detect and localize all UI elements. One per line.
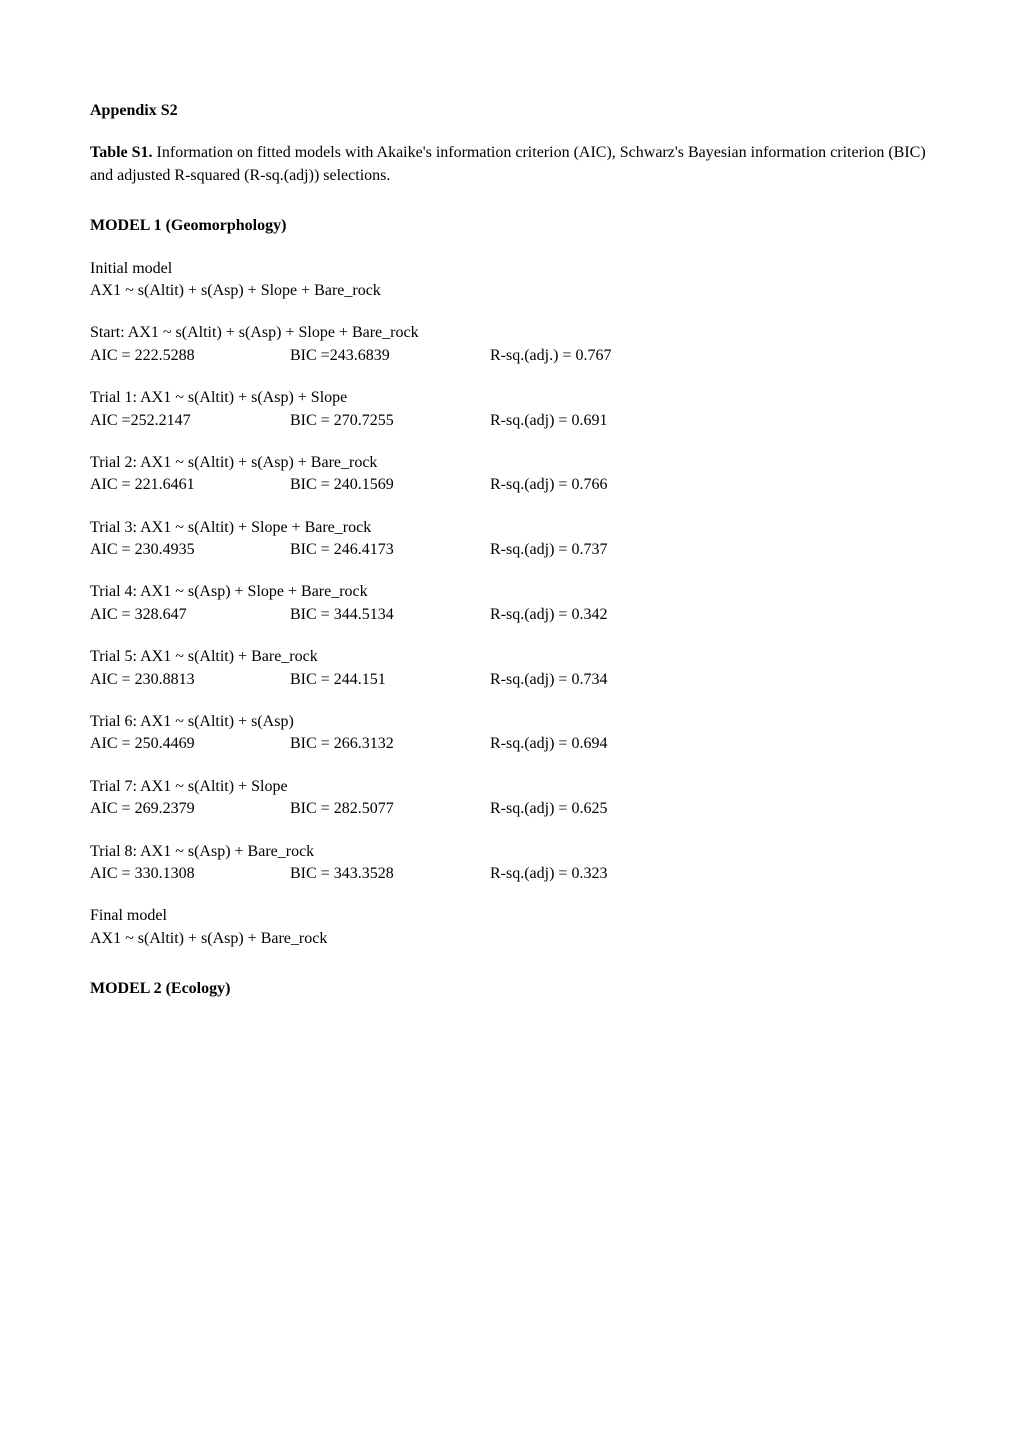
trial-rsq: R-sq.(adj) = 0.737 — [490, 539, 607, 561]
trial-block: Trial 1: AX1 ~ s(Altit) + s(Asp) + Slope… — [90, 387, 930, 432]
trial-block: Trial 7: AX1 ~ s(Altit) + SlopeAIC = 269… — [90, 776, 930, 821]
table-caption-body: Information on fitted models with Akaike… — [90, 144, 926, 183]
trial-block: Trial 8: AX1 ~ s(Asp) + Bare_rockAIC = 3… — [90, 841, 930, 886]
trial-rsq: R-sq.(adj) = 0.625 — [490, 798, 607, 820]
trial-rsq: R-sq.(adj) = 0.323 — [490, 863, 607, 885]
trial-formula: Trial 6: AX1 ~ s(Altit) + s(Asp) — [90, 711, 930, 733]
trial-bic: BIC = 270.7255 — [290, 410, 490, 432]
trial-aic: AIC = 330.1308 — [90, 863, 290, 885]
trial-rsq: R-sq.(adj) = 0.734 — [490, 669, 607, 691]
final-model-label: Final model — [90, 905, 930, 927]
trial-bic: BIC = 266.3132 — [290, 733, 490, 755]
trial-formula: Trial 7: AX1 ~ s(Altit) + Slope — [90, 776, 930, 798]
trial-bic: BIC = 282.5077 — [290, 798, 490, 820]
trial-aic: AIC = 230.4935 — [90, 539, 290, 561]
trial-bic: BIC = 240.1569 — [290, 474, 490, 496]
trial-rsq: R-sq.(adj) = 0.342 — [490, 604, 607, 626]
trial-formula: Trial 1: AX1 ~ s(Altit) + s(Asp) + Slope — [90, 387, 930, 409]
trial-bic: BIC = 244.151 — [290, 669, 490, 691]
trial-formula: Trial 3: AX1 ~ s(Altit) + Slope + Bare_r… — [90, 517, 930, 539]
trial-aic: AIC = 250.4469 — [90, 733, 290, 755]
trial-bic: BIC = 344.5134 — [290, 604, 490, 626]
trial-bic: BIC = 246.4173 — [290, 539, 490, 561]
trial-block: Trial 2: AX1 ~ s(Altit) + s(Asp) + Bare_… — [90, 452, 930, 497]
start-aic: AIC = 222.5288 — [90, 345, 290, 367]
trial-formula: Trial 4: AX1 ~ s(Asp) + Slope + Bare_roc… — [90, 581, 930, 603]
trial-aic: AIC =252.2147 — [90, 410, 290, 432]
trial-aic: AIC = 221.6461 — [90, 474, 290, 496]
trial-formula: Trial 2: AX1 ~ s(Altit) + s(Asp) + Bare_… — [90, 452, 930, 474]
trial-rsq: R-sq.(adj) = 0.694 — [490, 733, 607, 755]
initial-model-label: Initial model — [90, 258, 930, 280]
trial-block: Trial 3: AX1 ~ s(Altit) + Slope + Bare_r… — [90, 517, 930, 562]
initial-model-block: Initial model AX1 ~ s(Altit) + s(Asp) + … — [90, 258, 930, 303]
final-model-block: Final model AX1 ~ s(Altit) + s(Asp) + Ba… — [90, 905, 930, 950]
start-bic: BIC =243.6839 — [290, 345, 490, 367]
trial-bic: BIC = 343.3528 — [290, 863, 490, 885]
trial-formula: Trial 8: AX1 ~ s(Asp) + Bare_rock — [90, 841, 930, 863]
table-caption-prefix: Table S1. — [90, 144, 153, 161]
trial-aic: AIC = 328.647 — [90, 604, 290, 626]
start-block: Start: AX1 ~ s(Altit) + s(Asp) + Slope +… — [90, 322, 930, 367]
initial-model-formula: AX1 ~ s(Altit) + s(Asp) + Slope + Bare_r… — [90, 280, 930, 302]
trial-aic: AIC = 230.8813 — [90, 669, 290, 691]
table-caption: Table S1. Information on fitted models w… — [90, 142, 930, 187]
trial-block: Trial 5: AX1 ~ s(Altit) + Bare_rockAIC =… — [90, 646, 930, 691]
trial-block: Trial 4: AX1 ~ s(Asp) + Slope + Bare_roc… — [90, 581, 930, 626]
final-model-formula: AX1 ~ s(Altit) + s(Asp) + Bare_rock — [90, 928, 930, 950]
trial-rsq: R-sq.(adj) = 0.691 — [490, 410, 607, 432]
start-rsq: R-sq.(adj.) = 0.767 — [490, 345, 611, 367]
model2-heading: MODEL 2 (Ecology) — [90, 978, 930, 1000]
trial-aic: AIC = 269.2379 — [90, 798, 290, 820]
model1-heading: MODEL 1 (Geomorphology) — [90, 215, 930, 237]
start-formula: Start: AX1 ~ s(Altit) + s(Asp) + Slope +… — [90, 322, 930, 344]
trial-rsq: R-sq.(adj) = 0.766 — [490, 474, 607, 496]
trial-block: Trial 6: AX1 ~ s(Altit) + s(Asp)AIC = 25… — [90, 711, 930, 756]
trial-formula: Trial 5: AX1 ~ s(Altit) + Bare_rock — [90, 646, 930, 668]
appendix-title: Appendix S2 — [90, 100, 930, 122]
